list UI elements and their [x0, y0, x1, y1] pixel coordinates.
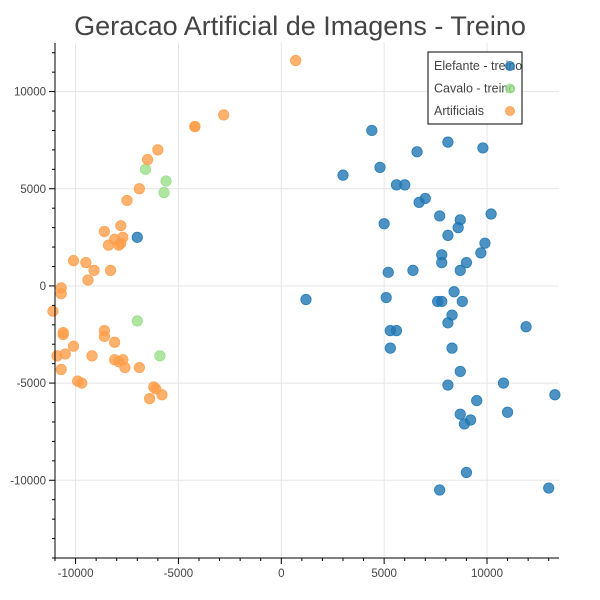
data-point: [189, 120, 201, 133]
legend-label: Artificiais: [434, 104, 484, 118]
data-point: [497, 377, 510, 389]
data-point: [133, 183, 145, 195]
y-tick-label: 10000: [14, 87, 46, 99]
chart-title: Geracao Artificial de Imagens - Treino: [74, 11, 526, 41]
x-tick-label: -5000: [164, 568, 193, 580]
data-point: [407, 264, 419, 276]
data-point: [131, 315, 143, 327]
data-point: [115, 220, 127, 232]
data-point: [384, 325, 396, 337]
data-point: [109, 336, 121, 348]
axes: -10000 -5000 0 5000 10000 -10000 -5000 0 5000 100…: [10, 43, 559, 580]
data-point: [160, 175, 172, 187]
data-point: [139, 163, 152, 175]
data-point: [378, 218, 390, 230]
data-point: [113, 239, 125, 251]
legend-label: Cavalo - treino: [434, 82, 515, 96]
data-point: [80, 257, 92, 269]
data-point: [520, 321, 532, 333]
data-point: [218, 109, 230, 121]
data-point: [448, 286, 460, 298]
data-point: [446, 342, 458, 354]
data-point: [98, 225, 110, 238]
data-point: [144, 393, 156, 405]
data-point: [102, 239, 115, 251]
data-point: [119, 361, 131, 374]
data-point: [154, 350, 166, 362]
data-point: [454, 408, 466, 420]
x-tick-label: 0: [278, 568, 284, 580]
y-tick-label: -5000: [17, 378, 46, 390]
data-point: [434, 210, 446, 222]
data-point: [290, 54, 302, 67]
data-point: [549, 389, 561, 401]
data-point: [458, 418, 470, 430]
data-point: [485, 208, 497, 220]
data-point: [384, 342, 396, 354]
data-point: [434, 484, 446, 496]
x-tick-label: 5000: [371, 568, 397, 580]
data-point: [156, 389, 168, 401]
data-point: [452, 222, 464, 234]
data-point: [399, 179, 411, 191]
data-point: [374, 161, 386, 173]
data-point: [76, 377, 88, 389]
y-tick-label: 5000: [20, 184, 46, 196]
data-point: [55, 288, 67, 300]
data-point: [133, 361, 145, 374]
data-point: [131, 231, 143, 243]
data-point: [475, 247, 487, 259]
data-point: [442, 317, 454, 329]
data-point: [471, 394, 483, 407]
data-point: [479, 237, 491, 249]
legend-label: Elefante - treino: [434, 59, 522, 73]
data-point: [477, 142, 489, 154]
data-points: [47, 54, 561, 496]
legend-marker: [505, 61, 515, 71]
data-point: [382, 266, 394, 278]
y-tick-label: 0: [40, 281, 46, 293]
data-point: [501, 406, 514, 418]
data-point: [82, 274, 94, 286]
data-point: [86, 350, 98, 362]
data-point: [380, 291, 392, 304]
legend-marker: [505, 106, 515, 116]
data-point: [98, 330, 110, 343]
data-point: [152, 144, 164, 156]
legend: Elefante - treino Cavalo - treino Artifici…: [427, 51, 523, 125]
data-point: [436, 257, 448, 269]
data-point: [67, 340, 80, 352]
data-point: [55, 363, 67, 376]
data-point: [141, 154, 154, 166]
data-point: [436, 295, 448, 308]
data-point: [454, 264, 466, 276]
data-point: [67, 255, 80, 267]
data-point: [121, 194, 133, 207]
data-point: [88, 264, 100, 276]
data-point: [300, 293, 312, 306]
data-point: [442, 136, 454, 148]
y-tick-label: -10000: [10, 475, 46, 487]
data-point: [158, 187, 170, 199]
data-point: [442, 379, 454, 391]
data-point: [411, 146, 423, 158]
data-point: [57, 328, 69, 341]
data-point: [366, 124, 378, 137]
data-point: [442, 229, 454, 241]
data-point: [413, 196, 425, 208]
data-point: [47, 305, 59, 317]
data-point: [454, 365, 466, 378]
data-point: [460, 466, 473, 479]
data-point: [456, 295, 468, 308]
data-point: [51, 350, 63, 362]
data-point: [104, 264, 117, 276]
x-tick-label: 10000: [471, 568, 503, 580]
legend-marker: [505, 83, 515, 94]
data-point: [460, 257, 473, 269]
data-point: [337, 169, 349, 181]
x-tick-label: -10000: [58, 568, 94, 580]
data-point: [543, 482, 555, 494]
